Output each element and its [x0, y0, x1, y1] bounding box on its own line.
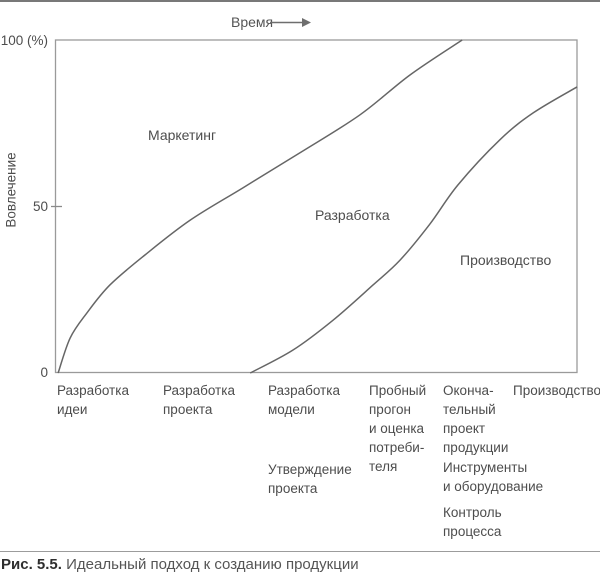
substage-label-process-control: Контроль процесса — [443, 505, 502, 539]
substage-label-project-approval: Утверждение проекта — [268, 462, 352, 496]
boundary-marketing-development — [57, 39, 463, 374]
y-tick-0: 0 — [40, 365, 48, 380]
stage-label-idea: Разработка идеи — [57, 383, 129, 417]
caption-number: Рис. 5.5. — [1, 556, 62, 573]
caption-text: Идеальный подход к созданию продукции — [66, 556, 359, 573]
y-tick-100: 100 (%) — [0, 33, 48, 48]
figure-caption: Рис. 5.5. Идеальный подход к созданию пр… — [1, 556, 359, 573]
region-label-marketing: Маркетинг — [148, 127, 217, 143]
region-label-production: Производство — [460, 252, 552, 268]
stage-label-final-design: Оконча- тельный проект продукции — [443, 383, 509, 455]
top-border-line — [0, 0, 600, 2]
substage-label-tools-equipment: Инструменты и оборудование — [443, 460, 544, 494]
stage-label-project: Разработка проекта — [163, 383, 235, 417]
time-axis-label: Время — [231, 14, 274, 30]
y-axis-title: Вовлечение — [3, 152, 19, 228]
y-tick-50: 50 — [32, 199, 48, 214]
stage-label-production: Производство — [513, 383, 600, 398]
stage-label-model: Разработка модели — [268, 383, 340, 417]
region-label-development: Разработка — [315, 207, 390, 223]
boundary-development-production — [249, 86, 578, 374]
stage-label-trial-run: Пробный прогон и оценка потреби- теля — [369, 383, 427, 474]
caption-separator — [0, 551, 600, 552]
time-arrowhead-icon — [302, 18, 311, 27]
